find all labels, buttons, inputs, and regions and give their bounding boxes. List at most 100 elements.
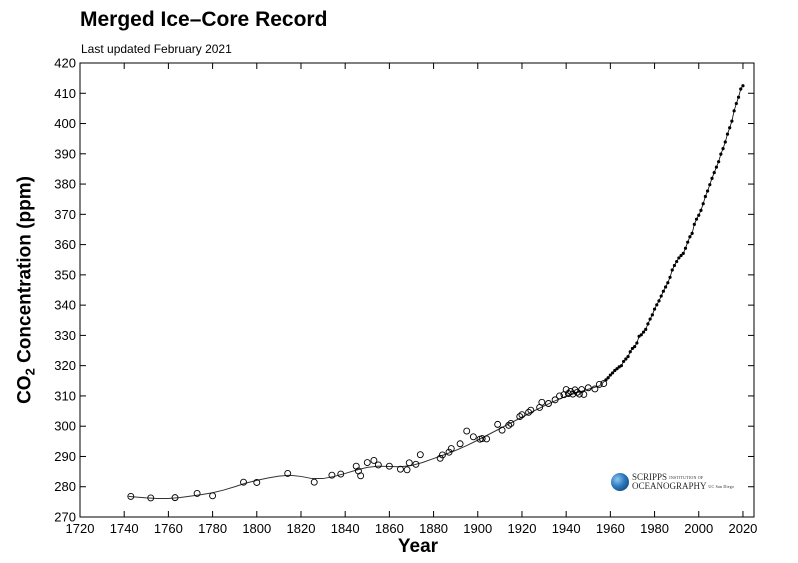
- instrumental-point: [661, 289, 665, 293]
- ice-core-point: [569, 390, 577, 398]
- instrumental-point: [666, 281, 670, 285]
- instrumental-point: [615, 367, 619, 371]
- instrumental-point: [701, 202, 705, 206]
- instrumental-point: [714, 165, 719, 169]
- instrumental-point: [610, 371, 615, 375]
- logo-text: SCRIPPS INSTITUTION OF OCEANOGRAPHY UC S…: [632, 473, 734, 491]
- scripps-logo: SCRIPPS INSTITUTION OF OCEANOGRAPHY UC S…: [611, 473, 734, 491]
- ice-core-point: [445, 448, 453, 456]
- instrumental-point: [686, 240, 690, 244]
- ice-core-point: [374, 461, 382, 469]
- ice-core-point: [498, 426, 506, 434]
- ice-core-point: [357, 472, 365, 480]
- ice-core-point: [171, 494, 179, 502]
- instrumental-point: [710, 176, 714, 180]
- x-tick-label: 1780: [198, 521, 227, 536]
- instrumental-point: [646, 322, 650, 326]
- instrumental-point: [688, 235, 692, 239]
- y-tick-label: 330: [54, 328, 76, 343]
- ice-core-point: [518, 411, 526, 419]
- y-tick-label: 280: [54, 479, 76, 494]
- instrumental-point: [675, 259, 679, 264]
- ice-core-point: [538, 398, 546, 406]
- logo-line2-small: UC San Diego: [708, 484, 735, 489]
- instrumental-point: [694, 217, 699, 221]
- instrumental-point: [739, 87, 743, 91]
- instrumental-point: [736, 95, 741, 99]
- x-tick-label: 1720: [66, 521, 95, 536]
- ice-core-point: [193, 489, 201, 497]
- instrumental-point: [668, 275, 672, 279]
- x-tick-label: 1800: [242, 521, 271, 536]
- ice-core-point: [310, 478, 318, 486]
- instrumental-line: [605, 85, 744, 381]
- instrumental-point: [670, 268, 674, 272]
- ice-core-point: [551, 396, 559, 404]
- ice-core-point: [564, 390, 572, 397]
- x-tick-label: 1960: [596, 521, 625, 536]
- ice-core-point: [505, 421, 513, 429]
- instrumental-point: [606, 376, 610, 380]
- chart-subtitle: Last updated February 2021: [81, 42, 232, 56]
- ice-core-point: [385, 462, 393, 470]
- ice-core-point: [584, 384, 592, 392]
- plot-frame: [79, 62, 755, 518]
- instrumental-point: [635, 341, 639, 345]
- y-axis-label-sub: 2: [22, 368, 38, 376]
- y-tick-label: 410: [54, 86, 76, 101]
- instrumental-point: [681, 251, 685, 255]
- logo-line2-main: OCEANOGRAPHY: [632, 481, 707, 491]
- logo-line2: OCEANOGRAPHY UC San Diego: [632, 482, 734, 491]
- instrumental-point: [690, 231, 694, 236]
- y-tick-label: 380: [54, 177, 76, 192]
- ice-core-point: [396, 465, 404, 473]
- ice-core-point: [525, 408, 533, 416]
- x-tick-label: 2020: [728, 521, 757, 536]
- instrumental-point: [721, 147, 725, 151]
- y-axis-label-prefix: CO: [14, 375, 36, 404]
- x-tick-label: 1860: [375, 521, 404, 536]
- x-axis-label: Year: [397, 536, 439, 557]
- chart-title: Merged Ice–Core Record: [80, 8, 328, 31]
- ice-core-point: [328, 471, 336, 479]
- ice-core-point: [483, 435, 491, 443]
- instrumental-point: [633, 344, 637, 349]
- instrumental-point: [628, 350, 632, 354]
- ice-core-point: [127, 492, 135, 500]
- ice-core-point: [284, 469, 292, 477]
- ice-core-point: [516, 413, 524, 420]
- instrumental-point: [712, 170, 716, 175]
- fit-line: [128, 379, 607, 500]
- x-tick-label: 1940: [552, 521, 581, 536]
- ice-core-point: [405, 459, 413, 467]
- y-tick-label: 350: [54, 267, 76, 282]
- instrumental-point: [692, 222, 696, 226]
- ice-core-point: [469, 433, 477, 441]
- instrumental-point: [717, 160, 721, 164]
- ice-core-point: [416, 451, 424, 459]
- x-tick-label: 2000: [684, 521, 713, 536]
- x-tick-label: 1900: [463, 521, 492, 536]
- y-tick-label: 400: [54, 116, 76, 131]
- ice-core-point: [370, 456, 378, 464]
- instrumental-point: [622, 359, 626, 364]
- instrumental-point: [730, 119, 734, 123]
- x-tick-label: 1840: [331, 521, 360, 536]
- instrumental-point: [677, 256, 681, 260]
- ice-core-point: [580, 390, 588, 398]
- y-axis-label-suffix: Concentration (ppm): [14, 176, 36, 369]
- ice-core-point: [527, 406, 535, 414]
- ice-core-point: [507, 420, 515, 427]
- instrumental-point: [672, 263, 677, 268]
- ice-core-point: [337, 470, 345, 478]
- ice-core-point: [403, 466, 411, 474]
- instrumental-point: [719, 152, 723, 156]
- instrumental-point: [659, 294, 663, 298]
- x-tick-label: 1760: [154, 521, 183, 536]
- y-tick-label: 300: [54, 419, 76, 434]
- logo-line1-main: SCRIPPS: [632, 472, 668, 482]
- instrumental-point: [683, 246, 688, 250]
- instrumental-point: [652, 307, 657, 311]
- instrumental-point: [608, 373, 612, 377]
